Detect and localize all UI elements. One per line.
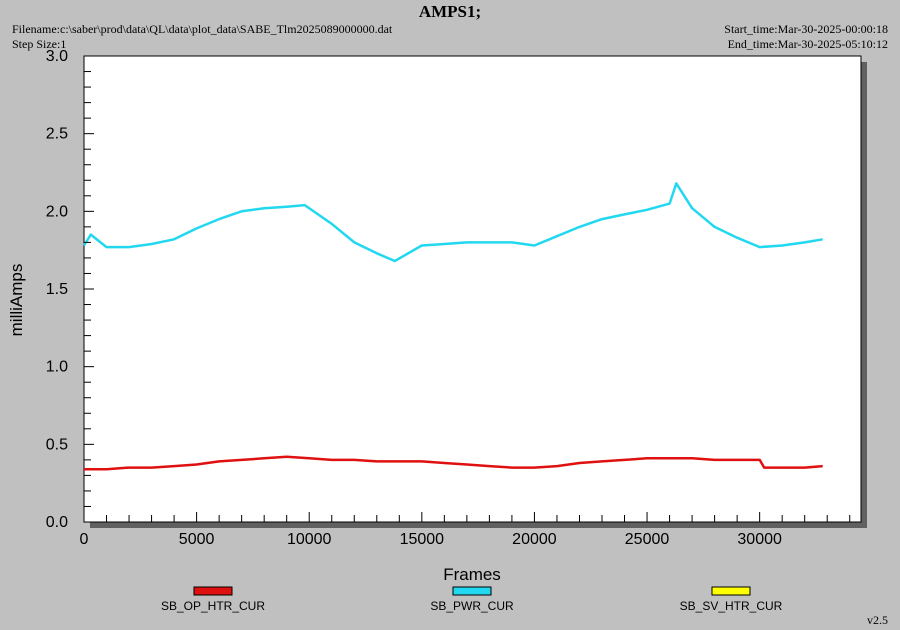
step-size-label: Step Size:1 bbox=[12, 37, 67, 51]
version-label: v2.5 bbox=[867, 613, 888, 627]
y-tick-label: 2.0 bbox=[46, 203, 68, 220]
legend-swatch-1 bbox=[452, 586, 492, 596]
y-tick-label: 1.0 bbox=[46, 359, 68, 376]
y-tick-label: 3.0 bbox=[46, 48, 68, 65]
x-axis-title: Frames bbox=[443, 565, 501, 584]
x-tick-label: 0 bbox=[80, 531, 89, 548]
file-info: Filename:c:\saber\prod\data\QL\data\plot… bbox=[12, 22, 392, 52]
legend-label-1: SB_PWR_CUR bbox=[430, 599, 514, 613]
x-tick-label: 30000 bbox=[737, 531, 782, 548]
end-time-label: End_time:Mar-30-2025-05:10:12 bbox=[727, 37, 888, 51]
start-time-label: Start_time:Mar-30-2025-00:00:18 bbox=[724, 22, 888, 36]
legend-label-0: SB_OP_HTR_CUR bbox=[161, 599, 265, 613]
y-tick-label: 1.5 bbox=[46, 281, 68, 298]
x-tick-label: 20000 bbox=[512, 531, 557, 548]
y-axis-title: milliAmps bbox=[7, 264, 26, 337]
page-title: AMPS1; bbox=[418, 2, 482, 21]
labels-layer: 0 5000 10000 15000 20000 25000 30000 0.0 0.5 1.0 1… bbox=[46, 48, 782, 548]
y-tick-label: 0.5 bbox=[46, 436, 68, 453]
legend: SB_OP_HTR_CUR SB_PWR_CUR SB_SV_HTR_CUR bbox=[161, 586, 783, 613]
x-tick-label: 25000 bbox=[625, 531, 670, 548]
legend-swatch-2 bbox=[711, 586, 751, 596]
y-tick-label: 0.0 bbox=[46, 514, 68, 531]
series-line-0 bbox=[84, 455, 823, 471]
x-tick-label: 10000 bbox=[287, 531, 332, 548]
legend-swatch-0 bbox=[193, 586, 233, 596]
series-line-1 bbox=[82, 182, 823, 263]
series-layer bbox=[82, 182, 823, 471]
plot-area bbox=[83, 55, 862, 523]
legend-label-2: SB_SV_HTR_CUR bbox=[680, 599, 783, 613]
ticks-layer bbox=[83, 55, 851, 523]
filename-label: Filename:c:\saber\prod\data\QL\data\plot… bbox=[12, 22, 393, 36]
x-tick-label: 5000 bbox=[179, 531, 215, 548]
time-info: Start_time:Mar-30-2025-00:00:18 End_time… bbox=[724, 22, 888, 52]
y-tick-label: 2.5 bbox=[46, 126, 68, 143]
x-tick-label: 15000 bbox=[400, 531, 445, 548]
